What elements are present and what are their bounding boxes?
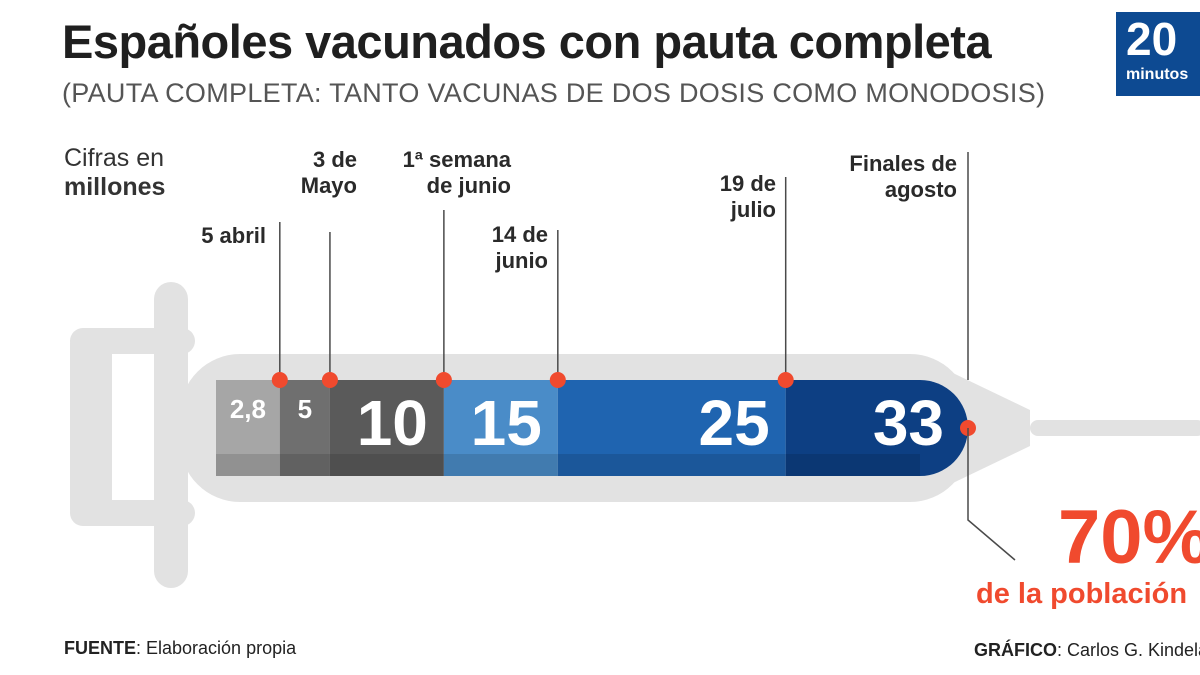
milestone-label: 3 de Mayo	[300, 147, 357, 198]
syringe-handle	[154, 282, 188, 588]
unit-note-line1: Cifras en	[64, 144, 165, 172]
milestone-dot	[777, 372, 794, 388]
milestone-dot	[271, 372, 288, 388]
bar-segment	[785, 380, 968, 476]
brand-logo: 20 minutos	[1116, 12, 1200, 96]
unit-note-line2: millones	[64, 173, 166, 201]
bar-segment-shade	[557, 454, 786, 476]
milestone-label: Finales de agosto	[849, 151, 957, 202]
chart-title: Españoles vacunados con pauta completa	[62, 15, 992, 68]
milestone-label: 19 de julio	[719, 171, 776, 222]
bar-segment	[279, 380, 330, 476]
bar-value-label: 25	[699, 387, 770, 459]
syringe-tip	[930, 362, 1030, 494]
bar-segments: 2,8 5 10 15 25 33	[216, 380, 968, 476]
milestone-dot	[435, 372, 452, 388]
bar-segment-shade	[279, 454, 330, 476]
syringe-plunger-cap	[70, 328, 112, 526]
bar-value-label: 10	[357, 387, 428, 459]
bar-value-label: 33	[873, 387, 944, 459]
syringe-needle	[1030, 420, 1200, 436]
milestone-dot	[321, 372, 338, 388]
logo-number: 20	[1126, 13, 1178, 65]
credit-label: GRÁFICO	[974, 640, 1057, 660]
bar-segment	[557, 380, 786, 476]
callout-text: de la población	[976, 578, 1188, 610]
milestone-label: 14 de junio	[491, 222, 548, 273]
bar-segment-shade	[443, 454, 558, 476]
milestone-dot	[549, 372, 566, 388]
chart-subtitle: (PAUTA COMPLETA: TANTO VACUNAS DE DOS DO…	[62, 78, 1046, 108]
milestone-markers	[271, 152, 1016, 561]
bar-segment	[216, 380, 280, 476]
bar-segment-shade	[216, 454, 280, 476]
bar-value-label: 2,8	[230, 394, 266, 424]
milestone-label: 1ª semana de junio	[402, 147, 511, 198]
credit-text: : Carlos G. Kindelán	[1057, 640, 1200, 660]
milestone-label: 5 abril	[201, 223, 266, 248]
source-note: FUENTE: Elaboración propia	[64, 638, 296, 659]
bar-segment	[443, 380, 558, 476]
bar-segment-shade	[329, 454, 444, 476]
bar-value-label: 15	[471, 387, 542, 459]
callout-leader	[967, 428, 1016, 561]
bar-segment	[329, 380, 444, 476]
credit-note: GRÁFICO: Carlos G. Kindelán	[974, 640, 1200, 661]
source-label: FUENTE	[64, 638, 136, 658]
bar-value-label: 5	[298, 394, 312, 424]
logo-word: minutos	[1126, 66, 1189, 83]
callout-percent: 70%	[1058, 495, 1200, 580]
unit-note: Cifras en millones	[64, 144, 165, 202]
bar-segment-shade	[785, 454, 920, 476]
source-text: : Elaboración propia	[136, 638, 297, 658]
